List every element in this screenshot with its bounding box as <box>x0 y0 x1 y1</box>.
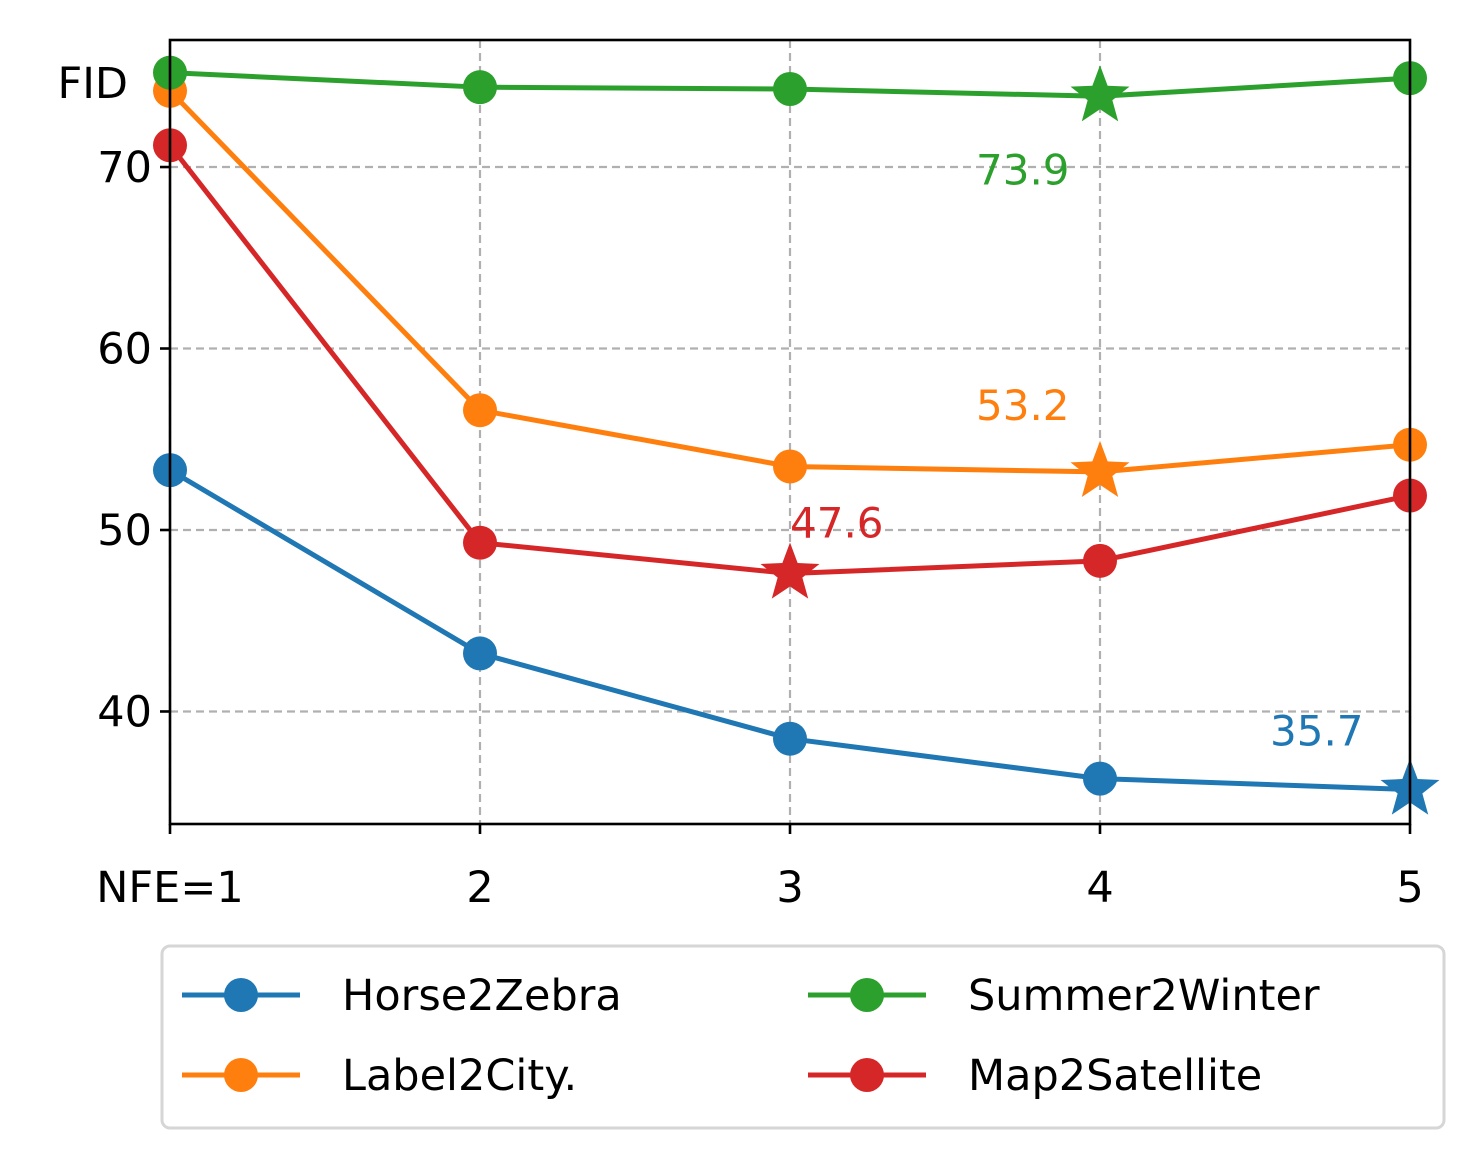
data-point <box>463 525 497 560</box>
grid-layer <box>168 40 1412 824</box>
legend-label: Summer2Winter <box>968 971 1320 1021</box>
data-point <box>1083 543 1117 578</box>
legend-entry: Horse2Zebra <box>182 971 622 1021</box>
legend-label: Horse2Zebra <box>342 971 622 1021</box>
legend-entry: Label2City. <box>182 1051 577 1101</box>
legend-label: Map2Satellite <box>968 1051 1262 1101</box>
data-point <box>1083 761 1117 796</box>
legend-box <box>160 944 1446 1130</box>
legend: Horse2Zebra Summer2Winter Label2City. Map2S… <box>160 944 1446 1130</box>
label-layer: 35.7 53.2 73.9 47.6 <box>790 145 1364 755</box>
best-point-star <box>1070 440 1130 498</box>
best-value-label: 73.9 <box>976 145 1070 194</box>
x-tick-label: 3 <box>776 863 803 913</box>
y-tick-label: 40 <box>97 687 152 737</box>
best-value-label: 53.2 <box>976 381 1070 430</box>
x-tick-label: 5 <box>1396 863 1423 913</box>
legend-marker <box>224 1058 258 1092</box>
series-map2satellite <box>153 128 1427 599</box>
legend-marker <box>224 978 258 1012</box>
series-horse2zebra <box>153 453 1440 815</box>
data-point <box>773 449 807 484</box>
best-value-label: 35.7 <box>1270 707 1364 756</box>
best-point-star <box>1070 65 1130 122</box>
x-tick-label: NFE=1 <box>96 863 243 913</box>
series-label2city <box>153 73 1427 498</box>
data-point <box>463 70 497 105</box>
legend-entry: Map2Satellite <box>808 1051 1262 1101</box>
data-point <box>773 72 807 106</box>
legend-marker <box>850 1058 884 1092</box>
axes-layer: NFE=1 2 3 4 5 40 50 60 70 FID <box>57 38 1424 913</box>
y-tick-label: 50 <box>97 506 152 556</box>
data-point <box>463 393 497 428</box>
best-point-star <box>760 542 820 599</box>
legend-marker <box>850 978 884 1012</box>
y-axis-label: FID <box>57 59 128 109</box>
y-tick-label: 60 <box>97 325 152 375</box>
legend-entry: Summer2Winter <box>808 971 1320 1021</box>
y-tick-label: 70 <box>97 143 152 193</box>
legend-label: Label2City. <box>342 1051 577 1101</box>
series-layer <box>153 55 1440 815</box>
x-tick-label: 2 <box>466 863 493 913</box>
data-point <box>773 721 807 756</box>
best-value-label: 47.6 <box>790 499 884 548</box>
data-point <box>463 636 497 671</box>
x-tick-label: 4 <box>1086 863 1113 913</box>
